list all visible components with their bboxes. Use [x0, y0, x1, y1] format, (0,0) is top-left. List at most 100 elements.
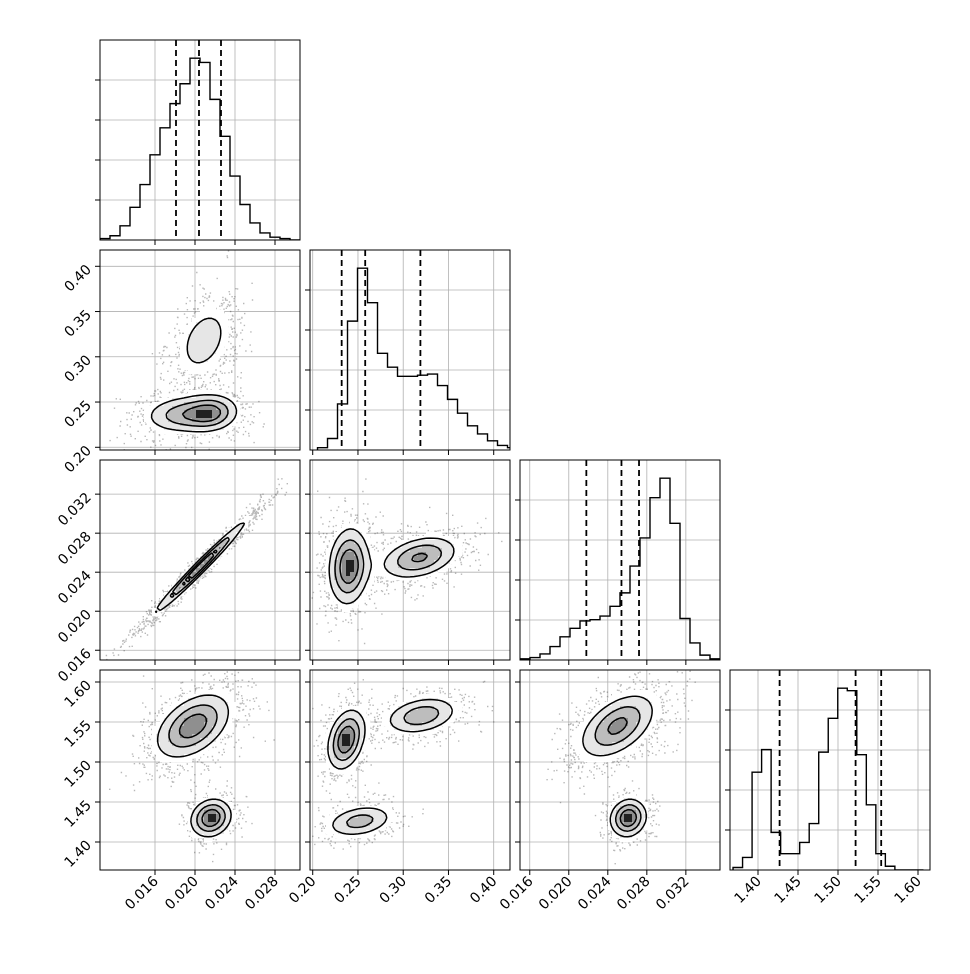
density-cell — [640, 718, 645, 723]
density-cell — [640, 822, 645, 827]
density-cell — [216, 834, 221, 839]
density-cell — [454, 556, 459, 561]
density-cell — [200, 370, 205, 375]
density-cell — [330, 822, 335, 827]
density-cell — [160, 430, 165, 435]
density-cell — [398, 714, 403, 719]
density-cell — [342, 560, 347, 565]
density-cell — [366, 572, 371, 577]
density-cell — [216, 410, 221, 415]
density-cell — [350, 810, 355, 815]
density-cell — [442, 710, 447, 715]
density-cell — [624, 698, 629, 703]
density-cell — [216, 402, 221, 407]
density-cell — [184, 734, 189, 739]
density-cell — [212, 338, 217, 343]
density-cell — [350, 826, 355, 831]
density-cell — [144, 410, 149, 415]
density-cell — [200, 338, 205, 343]
density-cell — [152, 734, 157, 739]
density-cell — [354, 568, 359, 573]
density-cell — [358, 552, 363, 557]
density-cell — [620, 702, 625, 707]
density-cell — [584, 738, 589, 743]
density-cell — [330, 738, 335, 743]
density-cell — [640, 710, 645, 715]
density-cell — [382, 806, 387, 811]
density-cell — [434, 540, 439, 545]
density-cell — [192, 426, 197, 431]
density-cell — [228, 822, 233, 827]
density-cell — [398, 702, 403, 707]
density-cell — [346, 572, 351, 577]
density-cell — [216, 738, 221, 743]
density-cell — [434, 552, 439, 557]
density-cell — [232, 710, 237, 715]
density-cell — [236, 402, 241, 407]
density-cell — [200, 690, 205, 695]
density-cell — [168, 592, 173, 597]
density-cell — [244, 516, 249, 521]
density-cell — [204, 710, 209, 715]
density-cell — [636, 802, 641, 807]
density-cell — [192, 702, 197, 707]
density-cell — [596, 722, 601, 727]
density-cell — [366, 556, 371, 561]
density-cell — [346, 544, 351, 549]
density-cell — [208, 314, 213, 319]
density-cell — [184, 710, 189, 715]
density-cell — [176, 410, 181, 415]
y-tick-label: 0.40 — [61, 262, 94, 295]
density-cell — [216, 718, 221, 723]
density-cell — [184, 722, 189, 727]
density-cell — [224, 330, 229, 335]
density-cell — [346, 814, 351, 819]
density-cell — [596, 746, 601, 751]
density-cell — [200, 710, 205, 715]
density-cell — [220, 690, 225, 695]
density-cell — [168, 742, 173, 747]
density-cell — [212, 814, 217, 819]
density-cell — [176, 750, 181, 755]
density-cell — [374, 818, 379, 823]
density-cell — [354, 592, 359, 597]
density-cell — [184, 330, 189, 335]
density-cell — [188, 430, 193, 435]
density-cell — [228, 406, 233, 411]
density-cell — [208, 822, 213, 827]
density-cell — [600, 702, 605, 707]
density-cell — [330, 742, 335, 747]
contour-line — [332, 705, 440, 829]
x-tick-label: 0.016 — [497, 873, 537, 913]
density-cell — [172, 750, 177, 755]
density-cell — [330, 750, 335, 755]
density-cell — [338, 588, 343, 593]
density-cell — [212, 362, 217, 367]
density-cell — [180, 726, 185, 731]
density-cell — [216, 702, 221, 707]
density-cell — [338, 738, 343, 743]
density-cell — [176, 430, 181, 435]
density-cell — [410, 572, 415, 577]
density-cell — [604, 722, 609, 727]
density-cell — [394, 548, 399, 553]
density-cell — [224, 338, 229, 343]
density-cell — [390, 568, 395, 573]
density-cell — [220, 814, 225, 819]
density-cell — [596, 706, 601, 711]
density-cell — [148, 418, 153, 423]
density-cell — [354, 762, 359, 767]
density-cell — [196, 706, 201, 711]
density-cell — [164, 398, 169, 403]
density-cell — [640, 730, 645, 735]
density-cell — [228, 722, 233, 727]
density-cell — [354, 604, 359, 609]
density-cell — [196, 330, 201, 335]
density-cell — [608, 826, 613, 831]
density-cell — [330, 584, 335, 589]
density-cell — [406, 714, 411, 719]
density-cell — [592, 742, 597, 747]
density-cell — [624, 710, 629, 715]
density-cell — [346, 564, 351, 569]
density-cell — [612, 750, 617, 755]
